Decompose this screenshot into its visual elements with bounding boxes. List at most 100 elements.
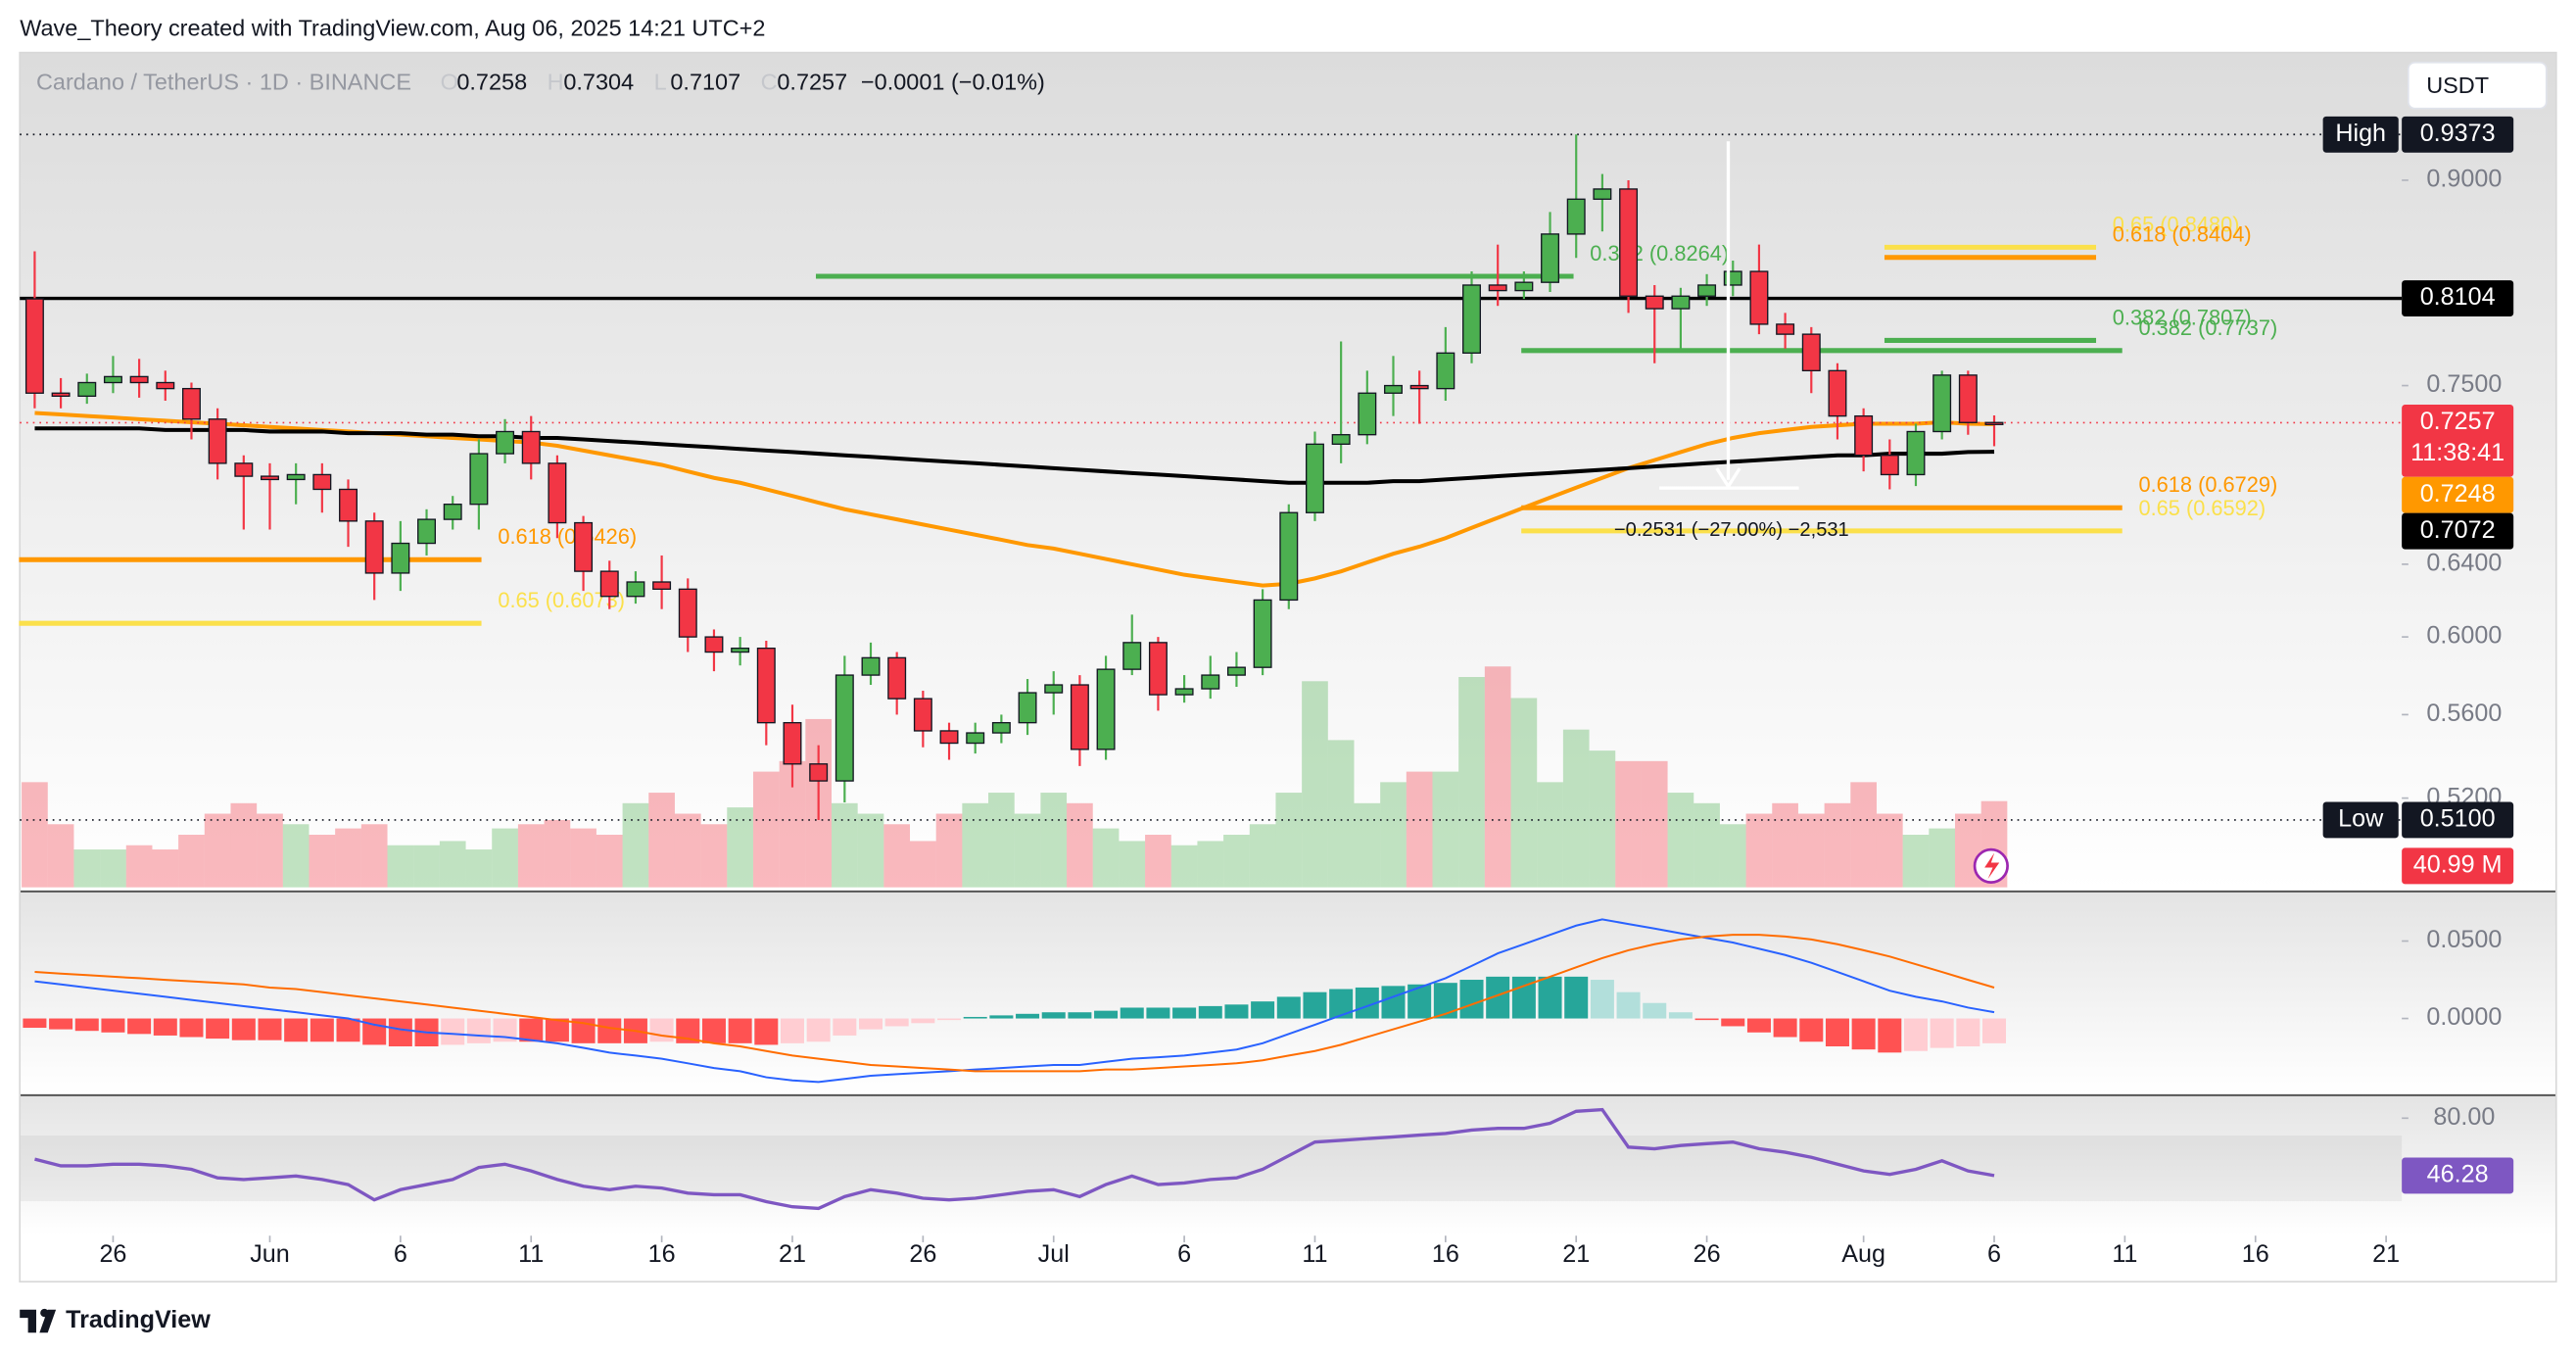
macd-histogram bbox=[1172, 1007, 1197, 1019]
volume-bar bbox=[257, 813, 283, 888]
macd-histogram bbox=[153, 1018, 177, 1036]
volume-bar bbox=[1876, 813, 1903, 888]
macd-histogram bbox=[963, 1016, 987, 1019]
macd-histogram bbox=[1433, 983, 1457, 1019]
candle-body bbox=[156, 381, 175, 390]
currency-label[interactable]: USDT bbox=[2426, 73, 2489, 98]
macd-histogram bbox=[701, 1018, 726, 1043]
volume-bar bbox=[727, 807, 753, 888]
x-tick-label: Aug bbox=[1841, 1240, 1885, 1268]
macd-histogram bbox=[519, 1018, 544, 1042]
volume-bar bbox=[1145, 835, 1171, 888]
marker-value: 0.5100 bbox=[2420, 805, 2496, 833]
x-tick-label: 16 bbox=[648, 1240, 676, 1268]
volume-bar bbox=[1537, 782, 1563, 888]
currency-button[interactable] bbox=[2408, 61, 2548, 110]
macd-histogram bbox=[597, 1018, 622, 1043]
macd-histogram bbox=[1016, 1013, 1040, 1019]
fib-level-label: 0.382 (0.7807) bbox=[2113, 305, 2252, 329]
volume-bar bbox=[1510, 698, 1538, 888]
volume-value: 40.99 M bbox=[2413, 851, 2503, 879]
candle-body bbox=[391, 542, 410, 574]
legend-key: L bbox=[654, 70, 667, 95]
macd-histogram bbox=[989, 1015, 1014, 1019]
fib-level-label: 0.382 (0.7737) bbox=[2138, 315, 2277, 340]
volume-bar bbox=[1615, 760, 1642, 888]
macd-macd-line bbox=[34, 918, 1995, 1084]
volume-bar bbox=[22, 782, 48, 888]
volume-bar bbox=[570, 828, 596, 888]
candle-body bbox=[1645, 295, 1664, 310]
macd-histogram bbox=[1878, 1018, 1902, 1053]
volume-bar bbox=[1092, 828, 1120, 888]
volume-bar bbox=[1119, 841, 1146, 888]
legend-key: O bbox=[441, 70, 458, 95]
macd-histogram bbox=[884, 1018, 909, 1027]
candle-body bbox=[1070, 684, 1089, 750]
volume-bar bbox=[1850, 782, 1877, 888]
macd-histogram bbox=[1903, 1018, 1928, 1051]
macd-histogram bbox=[206, 1018, 230, 1040]
candle-body bbox=[1671, 295, 1691, 310]
x-tick-label: Jul bbox=[1038, 1240, 1070, 1268]
candle-body bbox=[129, 375, 149, 384]
candle-body bbox=[1331, 434, 1351, 446]
candle-body bbox=[678, 588, 697, 638]
hline-value-box bbox=[2402, 280, 2514, 316]
macd-histogram bbox=[127, 1018, 152, 1035]
macd-histogram bbox=[1224, 1004, 1249, 1019]
candle-body bbox=[1436, 352, 1455, 390]
volume-bar bbox=[1667, 793, 1694, 888]
x-tick-label: 6 bbox=[1987, 1240, 2001, 1268]
macd-histogram bbox=[1930, 1018, 1954, 1048]
macd-histogram bbox=[1146, 1007, 1170, 1019]
marker-value-box bbox=[2402, 801, 2514, 839]
candle-body bbox=[417, 518, 437, 545]
volume-bar bbox=[1354, 802, 1381, 888]
macd-histogram bbox=[1746, 1018, 1771, 1033]
macd-histogram bbox=[231, 1018, 256, 1040]
marker-value-box bbox=[2402, 116, 2514, 153]
macd-histogram bbox=[545, 1018, 569, 1042]
last-price-box bbox=[2402, 404, 2514, 477]
candle-body bbox=[1122, 642, 1142, 670]
macd-histogram bbox=[179, 1018, 204, 1038]
candle-body bbox=[261, 475, 279, 481]
x-tick-label: 11 bbox=[518, 1240, 544, 1268]
macd-tick-label: 0.0500 bbox=[2426, 926, 2502, 953]
macd-histogram bbox=[1590, 980, 1614, 1019]
watermark-text: Wave_Theory created with TradingView.com… bbox=[20, 15, 765, 40]
x-tick-label: 6 bbox=[1177, 1240, 1191, 1268]
ma-value-box bbox=[2402, 512, 2514, 550]
volume-bar bbox=[648, 793, 675, 888]
x-tick-label: 11 bbox=[2112, 1240, 2137, 1268]
candle-body bbox=[496, 430, 515, 455]
alert-icon-bolt bbox=[1984, 852, 2000, 880]
candle-body bbox=[599, 570, 619, 598]
volume-bar bbox=[1824, 802, 1851, 888]
candle-body bbox=[939, 730, 959, 745]
fib-level-label: 0.65 (0.8480) bbox=[2113, 212, 2240, 236]
macd-histogram bbox=[441, 1018, 465, 1045]
candle-body bbox=[1593, 188, 1612, 200]
volume-bar bbox=[47, 824, 74, 888]
volume-bar bbox=[622, 802, 649, 888]
legend-value: 0.7107 bbox=[670, 70, 740, 95]
volume-bar bbox=[1170, 845, 1198, 888]
x-tick-label: 26 bbox=[1693, 1240, 1721, 1268]
candle-body bbox=[1958, 374, 1978, 423]
logo-text: TradingView bbox=[66, 1306, 211, 1333]
rsi-value-box bbox=[2402, 1157, 2514, 1194]
candle-body bbox=[1253, 599, 1272, 668]
candle-body bbox=[1358, 392, 1377, 436]
volume-bar bbox=[752, 771, 780, 888]
volume-bar bbox=[883, 824, 911, 888]
rsi-tick-label: 80.00 bbox=[2433, 1103, 2495, 1131]
rsi-value: 46.28 bbox=[2427, 1161, 2489, 1188]
volume-bar bbox=[1902, 835, 1930, 888]
legend-key: H bbox=[548, 70, 564, 95]
macd-histogram bbox=[1538, 976, 1562, 1019]
macd-histogram bbox=[728, 1018, 752, 1043]
candle-body bbox=[1384, 384, 1403, 394]
